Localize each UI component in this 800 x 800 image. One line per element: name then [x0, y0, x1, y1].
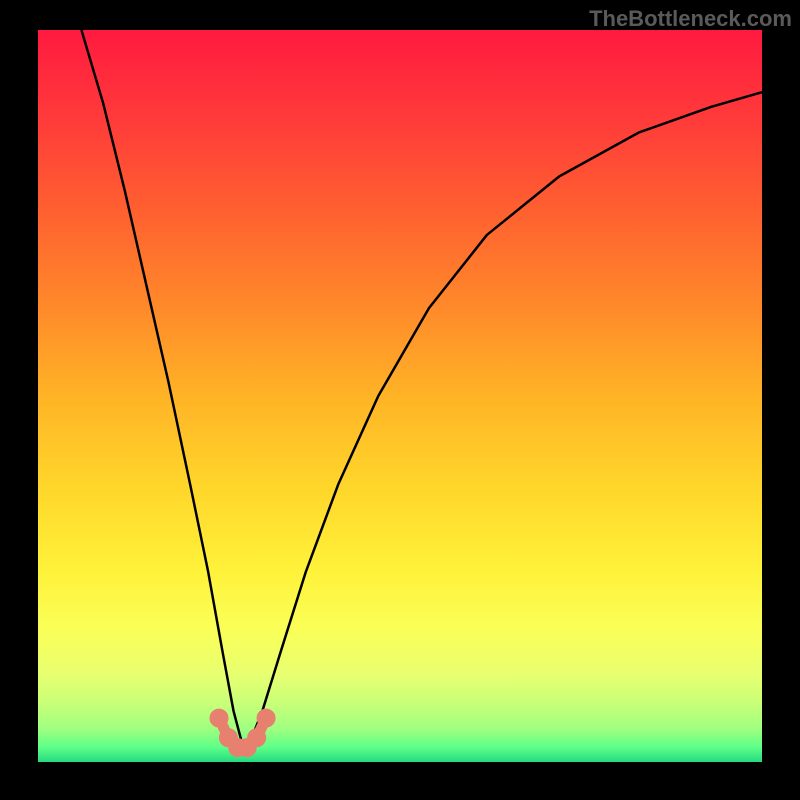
chart-svg [0, 0, 800, 800]
chart-container: TheBottleneck.com [0, 0, 800, 800]
watermark-text: TheBottleneck.com [589, 6, 792, 32]
marker-dot [257, 709, 275, 727]
plot-background [38, 30, 762, 762]
frame-bottom [0, 762, 800, 800]
marker-dot [248, 729, 266, 747]
frame-right [762, 0, 800, 800]
frame-left [0, 0, 38, 800]
marker-dot [210, 709, 228, 727]
